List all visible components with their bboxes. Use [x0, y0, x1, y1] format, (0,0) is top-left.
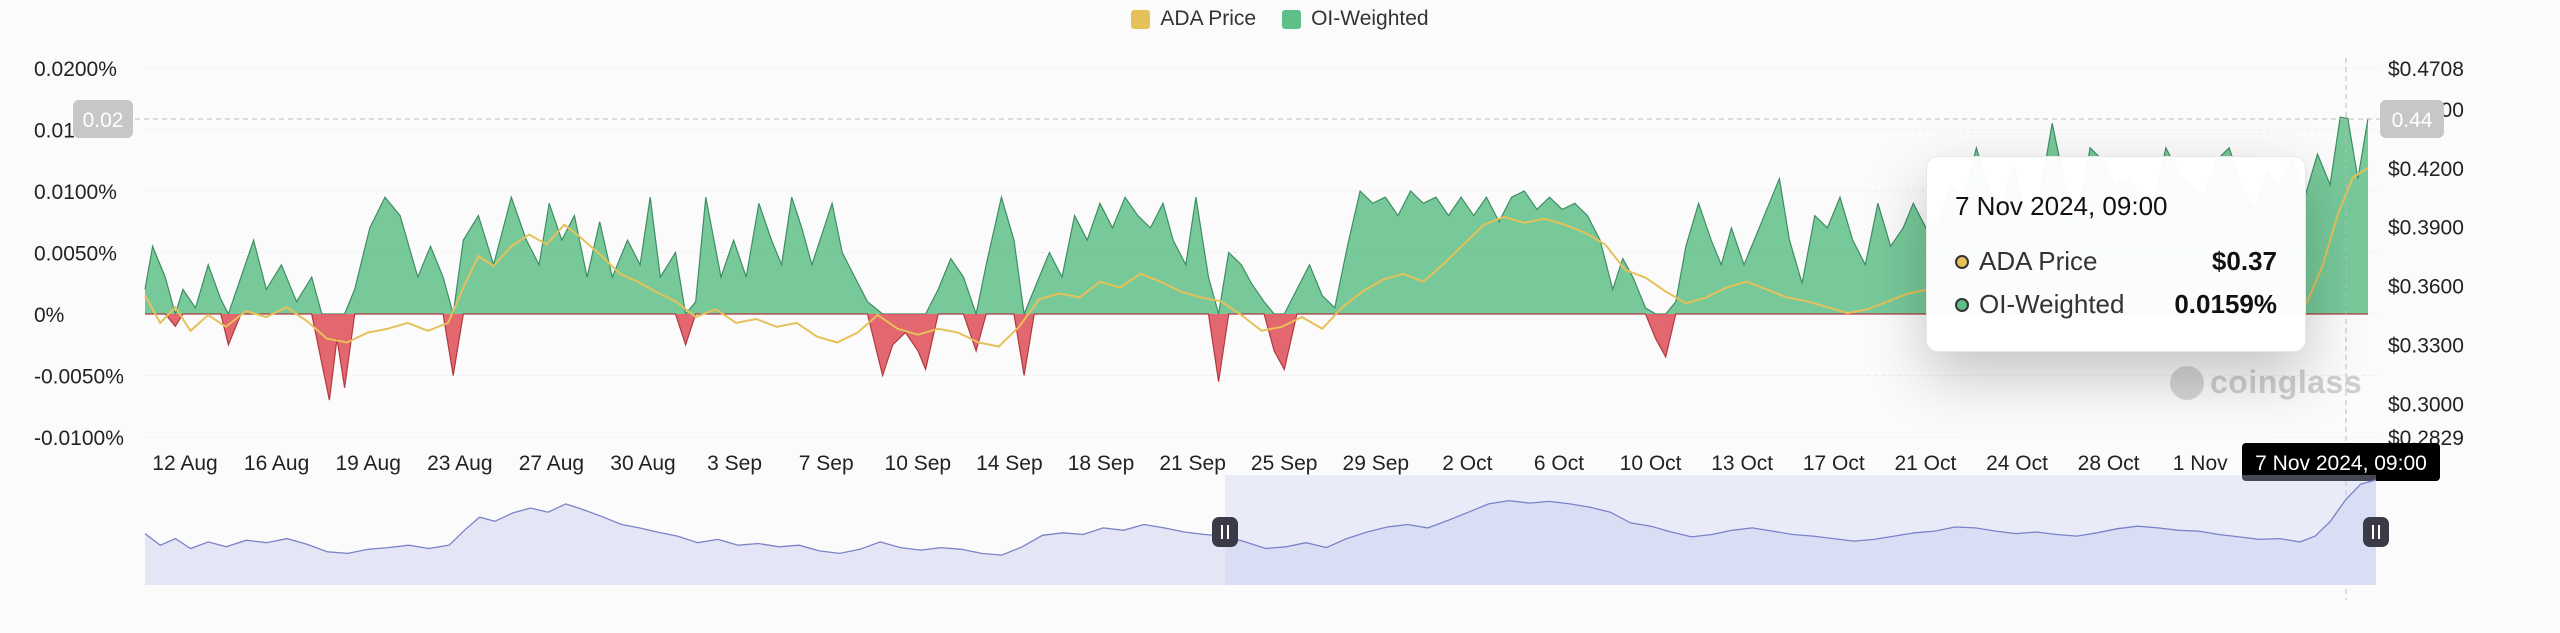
left-axis: 0.0200%0.0150%0.0100%0.0050%0%-0.0050%-0… — [34, 58, 124, 450]
navigator-handle-body — [1212, 517, 1239, 547]
left-axis-tick-label: 0% — [34, 304, 64, 327]
right-axis-tick-label: $0.3900 — [2388, 217, 2464, 240]
navigator-selection — [1225, 475, 2376, 585]
tooltip-dot-oi-weighted — [1955, 297, 1969, 312]
x-axis-tick-label: 2 Oct — [1442, 452, 1492, 475]
watermark: coinglass — [2170, 364, 2362, 401]
tooltip-title: 7 Nov 2024, 09:00 — [1955, 191, 2168, 221]
legend-item-ada-price[interactable]: ADA Price — [1131, 7, 1256, 31]
x-axis-tick-label: 1 Nov — [2173, 452, 2228, 475]
navigator-handle-body — [2363, 517, 2389, 547]
crosshair-left-badge-label: 0.02 — [83, 109, 124, 132]
tooltip-dot-ada-price — [1955, 254, 1969, 269]
right-axis-tick-label: $0.3000 — [2388, 393, 2464, 416]
x-axis-tick-label: 24 Oct — [1986, 452, 2048, 475]
right-axis-tick-label: $0.4200 — [2388, 158, 2464, 181]
watermark-text: coinglass — [2210, 364, 2363, 400]
x-axis-tick-label: 12 Aug — [152, 452, 217, 475]
x-axis: 12 Aug 16 Aug 19 Aug 23 Aug 27 Aug 30 Aug 3 Se… — [152, 452, 2228, 475]
x-axis-tick-label: 30 Aug — [610, 452, 675, 475]
x-axis-tick-label: 10 Oct — [1620, 452, 1682, 475]
crosshair-right-badge — [2380, 100, 2444, 138]
x-axis-tick-label: 27 Aug — [519, 452, 584, 475]
tooltip-label-oi-weighted: OI-Weighted — [1979, 289, 2125, 319]
right-axis-tick-label: $0.3300 — [2388, 335, 2464, 358]
navigator-left-handle[interactable] — [1212, 517, 1239, 547]
navigator-line — [144, 479, 2377, 556]
legend-swatch-oi-weighted — [1282, 9, 1302, 29]
legend-label-oi-weighted: OI-Weighted — [1311, 7, 1429, 30]
legend-label-ada-price: ADA Price — [1160, 7, 1257, 30]
left-axis-tick-label: 0.0100% — [34, 181, 117, 204]
x-axis-tick-label: 13 Oct — [1711, 452, 1773, 475]
x-axis-tick-label: 6 Oct — [1534, 452, 1584, 475]
crosshair-right-badge-label: 0.44 — [2392, 109, 2433, 132]
right-axis-tick-label: $0.4708 — [2388, 58, 2464, 81]
navigator-right-handle[interactable] — [2363, 517, 2389, 547]
crosshair-left-badge — [73, 100, 133, 138]
legend: ADA Price OI-Weighted — [0, 4, 2560, 34]
x-axis-tick-label: 3 Sep — [707, 452, 762, 475]
x-axis-tick-label: 16 Aug — [244, 452, 309, 475]
oi-weighted-positive-area — [145, 117, 2368, 314]
left-axis-tick-label: -0.0050% — [34, 366, 124, 389]
x-axis-tick-label: 29 Sep — [1343, 452, 1410, 475]
legend-item-oi-weighted[interactable]: OI-Weighted — [1282, 7, 1429, 31]
x-axis-tick-label: 28 Oct — [2078, 452, 2140, 475]
tooltip-row-ada-price: ADA Price $0.37 — [1955, 246, 2277, 277]
left-axis-tick-label: 0.0200% — [34, 58, 117, 81]
tooltip-value-ada-price: $0.37 — [2211, 246, 2277, 276]
left-axis-tick-label: 0.0050% — [34, 243, 117, 266]
crosshair-x-badge — [2242, 443, 2440, 481]
navigator-area — [145, 480, 2376, 585]
tooltip-row-oi-weighted: OI-Weighted 0.0159% — [1955, 289, 2277, 320]
tooltip-value-oi-weighted: 0.0159% — [2174, 289, 2277, 319]
x-axis-tick-label: 10 Sep — [885, 452, 952, 475]
left-axis-tick-label: -0.0100% — [34, 427, 124, 450]
x-axis-tick-label: 19 Aug — [335, 452, 400, 475]
right-axis-tick-label: $0.3600 — [2388, 276, 2464, 299]
x-axis-tick-label: 23 Aug — [427, 452, 492, 475]
x-axis-tick-label: 21 Oct — [1894, 452, 1956, 475]
tooltip: 7 Nov 2024, 09:00 ADA Price $0.37 OI-Wei… — [1926, 156, 2306, 352]
x-axis-tick-label: 7 Sep — [799, 452, 854, 475]
x-axis-tick-label: 14 Sep — [976, 452, 1043, 475]
crosshair-x-badge-label: 7 Nov 2024, 09:00 — [2255, 452, 2427, 475]
tooltip-label-ada-price: ADA Price — [1979, 246, 2098, 276]
x-axis-tick-label: 17 Oct — [1803, 452, 1865, 475]
x-axis-tick-label: 25 Sep — [1251, 452, 1318, 475]
x-axis-tick-label: 21 Sep — [1159, 452, 1226, 475]
legend-swatch-ada-price — [1131, 9, 1151, 29]
coinglass-logo-icon — [2170, 365, 2204, 400]
x-axis-tick-label: 18 Sep — [1068, 452, 1135, 475]
